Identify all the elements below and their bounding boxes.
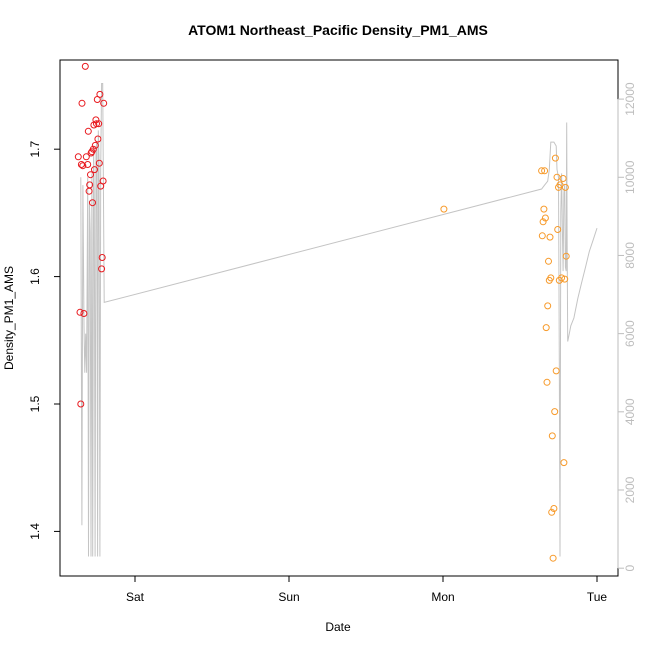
y-axis-label: Density_PM1_AMS: [2, 266, 16, 370]
point-s2-27: [559, 175, 567, 182]
point-s2-31: [562, 252, 570, 260]
plot-frame: [59, 59, 619, 577]
point-s2-18: [551, 408, 559, 416]
chart-title: ATOM1 Northeast_Pacific Density_PM1_AMS: [188, 22, 488, 38]
point-s2-12: [546, 233, 554, 241]
point-s1-16: [89, 199, 96, 207]
point-s1-0: [74, 153, 82, 161]
point-s2-15: [548, 432, 556, 440]
point-s1-32: [100, 99, 108, 107]
y2-tick-label-4: 8000: [623, 242, 637, 269]
y2-tick-label-0: 0: [623, 565, 637, 572]
point-s1-17: [89, 145, 97, 153]
point-s1-10: [84, 127, 92, 135]
point-s2-3: [539, 218, 547, 226]
point-s2-10: [545, 257, 552, 265]
point-s1-27: [96, 90, 104, 98]
x-axis-label: Date: [325, 620, 351, 634]
point-s2-14: [548, 508, 556, 516]
point-s1-14: [87, 149, 95, 157]
point-s1-11: [85, 187, 93, 195]
point-s2-13: [547, 274, 555, 282]
point-s2-19: [551, 154, 559, 162]
point-s1-20: [91, 141, 99, 149]
y-axis-left: 1.4 1.5 1.6 1.7: [28, 141, 61, 540]
point-s2-7: [542, 324, 550, 332]
point-s1-9: [84, 161, 92, 168]
point-s2-21: [553, 173, 561, 181]
y2-tick-label-2: 4000: [623, 398, 637, 425]
point-s2-0: [440, 205, 448, 213]
point-s2-6: [541, 214, 549, 222]
x-axis: Sat Sun Mon Tue: [126, 575, 608, 604]
point-s2-16: [549, 554, 557, 562]
point-s1-19: [91, 166, 98, 174]
point-s1-1: [76, 308, 84, 316]
point-s2-17: [550, 505, 558, 512]
y-tick-label-3: 1.7: [28, 141, 42, 158]
point-s1-22: [93, 120, 100, 128]
point-s1-24: [94, 135, 102, 143]
x-tick-label-3: Tue: [587, 590, 608, 604]
line-layer: [80, 83, 598, 557]
point-s1-13: [87, 171, 94, 179]
point-s1-30: [98, 254, 106, 261]
y2-tick-label-3: 6000: [623, 320, 637, 347]
point-s2-9: [544, 302, 552, 310]
point-s2-26: [558, 274, 566, 282]
y-tick-label-1: 1.5: [28, 395, 42, 412]
point-s2-22: [554, 226, 562, 233]
y2-tick-label-1: 2000: [623, 476, 637, 503]
point-s2-1: [538, 167, 546, 175]
points-layer: [74, 62, 570, 562]
point-s2-20: [552, 367, 560, 375]
y2-tick-label-6: 12000: [623, 82, 637, 116]
point-s2-30: [561, 183, 569, 191]
y2-tick-label-5: 10000: [623, 160, 637, 194]
x-tick-label-0: Sat: [126, 590, 145, 604]
point-s1-8: [82, 153, 90, 161]
point-s1-2: [77, 400, 85, 408]
line-series: [80, 83, 598, 557]
point-s2-2: [538, 232, 546, 240]
y-tick-label-2: 1.6: [28, 268, 42, 285]
x-tick-label-2: Mon: [431, 590, 454, 604]
point-s2-28: [560, 459, 568, 467]
point-s1-31: [99, 177, 107, 185]
point-s1-25: [95, 120, 103, 128]
point-s1-26: [95, 159, 103, 167]
point-s1-12: [86, 181, 94, 189]
x-tick-label-1: Sun: [278, 590, 299, 604]
y-tick-label-0: 1.4: [28, 523, 42, 540]
point-s2-8: [543, 378, 551, 386]
point-s1-7: [81, 62, 89, 70]
point-s2-5: [541, 167, 549, 175]
point-s1-4: [78, 99, 86, 107]
point-s1-6: [80, 310, 88, 317]
point-s2-29: [561, 275, 569, 283]
point-s1-5: [79, 162, 87, 170]
point-s2-4: [540, 205, 548, 213]
point-s1-29: [98, 265, 106, 273]
y-axis-right: 0 2000 4000 6000 8000 10000 12000: [617, 82, 637, 572]
